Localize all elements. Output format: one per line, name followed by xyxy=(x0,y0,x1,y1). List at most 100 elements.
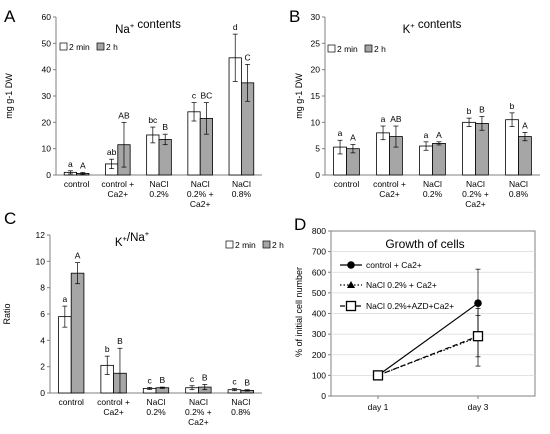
x-tick-label: 0.2% xyxy=(149,189,169,199)
significance-letter: A xyxy=(75,251,81,261)
x-tick-label: day 1 xyxy=(368,402,389,412)
y-tick-label: 20 xyxy=(42,117,52,127)
chart-title: K+ contents xyxy=(403,19,462,36)
legend-label: 2 min xyxy=(69,42,90,52)
x-tick-label: NaCl xyxy=(509,179,528,189)
x-tick-label: Ca2+ xyxy=(379,189,400,199)
y-tick-label: 60 xyxy=(42,12,52,22)
data-point-circle xyxy=(474,299,482,307)
y-tick-label: 40 xyxy=(42,65,52,75)
y-tick-label: 15 xyxy=(311,91,321,101)
bar xyxy=(70,272,85,394)
bar xyxy=(505,119,519,176)
legend-label: 2 min xyxy=(337,44,358,54)
x-tick-label: NaCl xyxy=(232,179,251,189)
y-tick-label: 50 xyxy=(42,38,52,48)
y-tick-label: 200 xyxy=(312,350,326,360)
y-tick-label: 100 xyxy=(312,370,326,380)
significance-letter: AB xyxy=(118,110,130,120)
data-point-square xyxy=(345,300,357,312)
significance-letter: C xyxy=(245,52,251,62)
x-tick-label: 0.8% xyxy=(231,407,251,417)
x-tick-label: control xyxy=(334,179,360,189)
significance-letter: c xyxy=(232,377,237,387)
y-tick-label: 25 xyxy=(311,38,321,48)
legend-label: 2 h xyxy=(272,240,284,250)
significance-letter: A xyxy=(522,120,528,130)
significance-letter: A xyxy=(350,132,356,142)
significance-letter: a xyxy=(68,159,73,169)
legend-label: 2 h xyxy=(106,42,118,52)
significance-letter: b xyxy=(105,344,110,354)
x-tick-label: control + xyxy=(97,397,130,407)
y-axis-label: mg g-1 DW xyxy=(4,73,14,119)
panel-label-C: C xyxy=(4,209,16,228)
y-axis-label: Ratio xyxy=(2,303,12,324)
legend-label: NaCl 0.2%+AZD+Ca2+ xyxy=(366,301,454,311)
significance-letter: a xyxy=(424,130,429,140)
significance-letter: B xyxy=(244,378,250,388)
x-tick-label: day 3 xyxy=(468,402,489,412)
panel-label-A: A xyxy=(4,7,16,26)
significance-letter: BC xyxy=(200,91,212,101)
series-line xyxy=(377,302,479,376)
y-tick-label: 2 xyxy=(40,362,45,372)
significance-letter: b xyxy=(467,106,472,116)
y-tick-label: 6 xyxy=(40,309,45,319)
significance-letter: A xyxy=(436,130,442,140)
legend-label: control + Ca2+ xyxy=(366,260,422,270)
significance-letter: B xyxy=(162,122,168,132)
x-tick-label: 0.2% xyxy=(423,189,443,199)
y-tick-label: 4 xyxy=(40,335,45,345)
y-tick-label: 12 xyxy=(36,230,46,240)
legend-label: 2 min xyxy=(235,240,256,250)
y-tick-label: 5 xyxy=(315,144,320,154)
legend-swatch xyxy=(364,44,373,53)
y-axis-label: mg g-1 DW xyxy=(294,73,304,119)
x-tick-label: 0.8% xyxy=(232,189,252,199)
significance-letter: B xyxy=(479,105,485,115)
x-tick-label: Ca2+ xyxy=(465,199,486,209)
significance-letter: a xyxy=(381,114,386,124)
significance-letter: bc xyxy=(148,115,158,125)
significance-letter: c xyxy=(192,91,197,101)
y-tick-label: 700 xyxy=(312,247,326,257)
y-tick-label: 0 xyxy=(40,388,45,398)
legend-swatch xyxy=(262,240,271,249)
x-tick-label: Ca2+ xyxy=(108,189,129,199)
y-tick-label: 600 xyxy=(312,267,326,277)
x-tick-label: 0.2% + xyxy=(187,189,214,199)
panel-label-B: B xyxy=(289,7,300,26)
x-tick-label: NaCl xyxy=(231,397,250,407)
chart-title: K+/Na+ xyxy=(115,229,150,249)
x-tick-label: control xyxy=(64,179,90,189)
y-tick-label: 400 xyxy=(312,309,326,319)
x-tick-label: 0.2% + xyxy=(462,189,489,199)
legend-swatch xyxy=(96,42,105,51)
legend-swatch xyxy=(59,42,68,51)
legend-label: 2 h xyxy=(374,44,386,54)
y-tick-label: 10 xyxy=(42,144,52,154)
y-axis-label: % of initial cell number xyxy=(294,267,304,357)
bar xyxy=(58,316,72,394)
bar xyxy=(462,121,476,176)
significance-letter: a xyxy=(338,128,343,138)
x-tick-label: Ca2+ xyxy=(103,407,124,417)
data-point-circle xyxy=(347,261,355,269)
significance-letter: B xyxy=(117,336,123,346)
y-tick-label: 500 xyxy=(312,288,326,298)
y-tick-label: 30 xyxy=(42,91,52,101)
series-line xyxy=(377,335,479,376)
data-point-triangle xyxy=(347,281,355,288)
y-tick-label: 0 xyxy=(46,170,51,180)
significance-letter: AB xyxy=(390,114,402,124)
x-tick-label: NaCl xyxy=(189,397,208,407)
x-tick-label: NaCl xyxy=(147,397,166,407)
y-tick-label: 300 xyxy=(312,329,326,339)
legend-swatch xyxy=(327,44,336,53)
y-tick-label: 8 xyxy=(40,283,45,293)
bar xyxy=(475,122,489,176)
significance-letter: A xyxy=(80,160,86,170)
chart-title: Growth of cells xyxy=(385,237,464,251)
significance-letter: c xyxy=(190,374,195,384)
